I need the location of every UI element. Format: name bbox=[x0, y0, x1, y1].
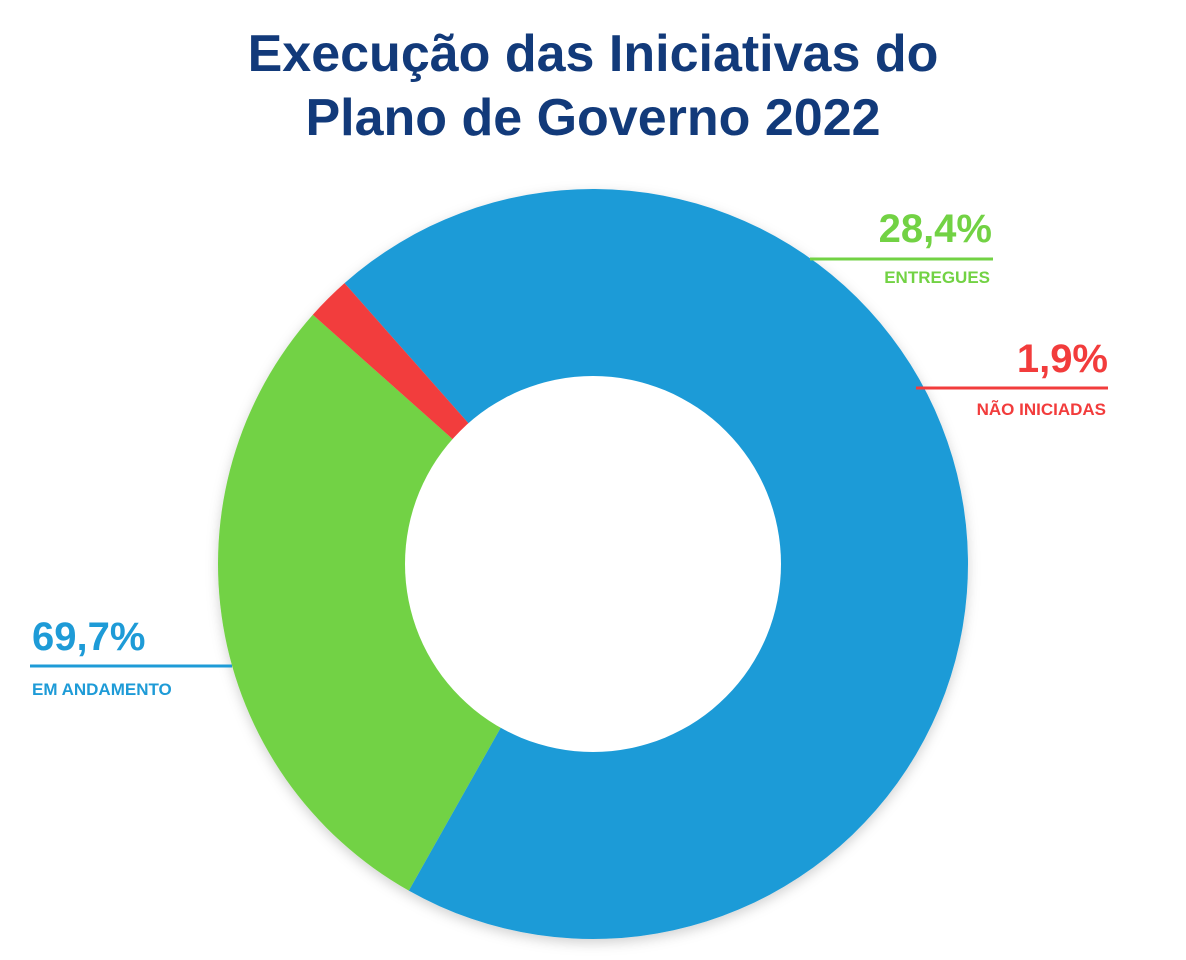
donut-hole bbox=[405, 376, 781, 752]
value-label-nao-iniciadas: 1,9% bbox=[1017, 337, 1108, 381]
chart-title-line-1: Execução das Iniciativas do bbox=[247, 25, 939, 83]
slice-entregues bbox=[217, 314, 593, 891]
chart-title: Execução das Iniciativas do Plano de Gov… bbox=[0, 22, 1186, 150]
label-entregues: 28,4% ENTREGUES bbox=[810, 207, 993, 287]
label-em-andamento: 69,7% EM ANDAMENTO bbox=[30, 615, 232, 699]
chart-title-line-2: Plano de Governo 2022 bbox=[305, 89, 881, 147]
category-label-nao-iniciadas: NÃO INICIADAS bbox=[977, 399, 1106, 419]
category-label-em-andamento: EM ANDAMENTO bbox=[32, 680, 172, 699]
value-label-entregues: 28,4% bbox=[879, 207, 992, 251]
label-nao-iniciadas: 1,9% NÃO INICIADAS bbox=[916, 337, 1108, 419]
category-label-entregues: ENTREGUES bbox=[884, 268, 990, 287]
value-label-em-andamento: 69,7% bbox=[32, 615, 145, 659]
